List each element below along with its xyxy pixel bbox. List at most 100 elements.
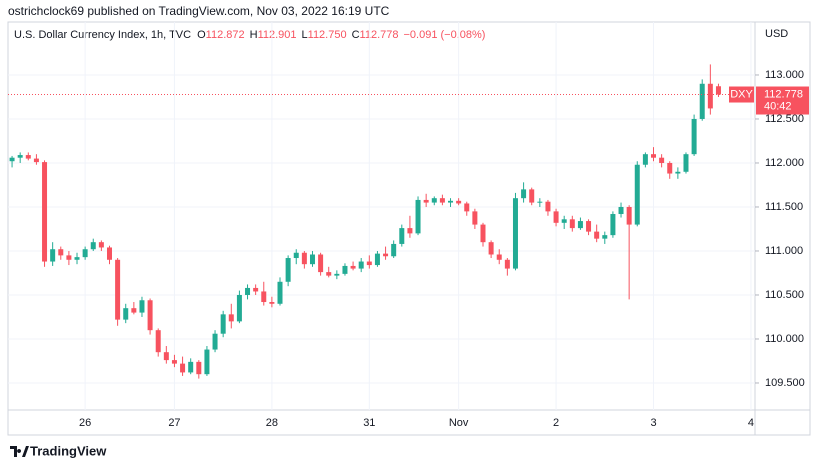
candle-body	[228, 314, 234, 322]
candle-body	[9, 157, 15, 162]
candle-body	[131, 308, 137, 313]
candle-body	[415, 199, 421, 234]
legend-close: 112.778	[360, 29, 399, 41]
candle-body	[66, 255, 72, 260]
candle-body	[472, 211, 478, 225]
candle-body	[269, 302, 275, 304]
candle-body	[74, 257, 80, 260]
candle-body	[374, 253, 380, 266]
candle-body	[180, 363, 186, 373]
candle-body	[139, 300, 145, 313]
candle-body	[204, 349, 210, 375]
candle-body	[350, 265, 356, 269]
y-tick-label: 110.500	[765, 289, 804, 301]
price-label: 112.778	[764, 88, 803, 100]
candle-body	[577, 221, 583, 229]
candle-body	[253, 287, 259, 292]
candle-body	[594, 231, 600, 239]
candle-body	[699, 83, 705, 119]
y-tick-label: 110.000	[765, 333, 804, 345]
candle-body	[431, 198, 437, 203]
x-tick-label: 26	[79, 417, 91, 429]
candle-body	[504, 259, 510, 269]
candle-body	[90, 242, 96, 250]
legend-name: U.S. Dollar Currency Index, 1h, TVC	[14, 29, 191, 41]
candle-body	[545, 201, 551, 212]
x-tick-label: 28	[266, 417, 278, 429]
legend-l: L	[302, 29, 308, 41]
legend-change: −0.091 (−0.08%)	[404, 29, 486, 41]
candle-body	[456, 200, 462, 204]
legend: U.S. Dollar Currency Index, 1h, TVC O112.…	[14, 29, 485, 41]
candle-body	[236, 294, 242, 322]
candle-body	[147, 300, 153, 331]
legend-low: 112.750	[308, 29, 347, 41]
x-tick-label: 31	[363, 417, 375, 429]
candle-body	[537, 201, 543, 203]
symbol-box	[729, 86, 754, 103]
candle-body	[33, 158, 39, 163]
y-tick-label: 111.500	[765, 201, 803, 213]
candle-body	[42, 162, 48, 262]
candle-body	[334, 273, 340, 276]
candle-body	[521, 189, 527, 199]
candle-body	[488, 242, 494, 255]
candle-body	[683, 154, 689, 172]
x-tick-label: 4	[748, 417, 754, 429]
candle-body	[366, 261, 372, 266]
countdown-label: 40:42	[764, 100, 792, 112]
candle-body	[496, 254, 502, 260]
candle-body	[691, 118, 697, 155]
candle-body	[399, 228, 405, 244]
candle-body	[586, 221, 592, 232]
candle-body	[561, 219, 567, 223]
candle-body	[480, 224, 486, 243]
candle-body	[318, 254, 324, 273]
candle-body	[123, 308, 129, 320]
candle-body	[707, 83, 713, 109]
candle-body	[326, 272, 332, 276]
x-tick-label: 27	[168, 417, 180, 429]
candle-body	[651, 154, 657, 158]
candle-body	[293, 252, 299, 259]
x-tick-label: 3	[650, 417, 656, 429]
candle-body	[407, 228, 413, 234]
candle-body	[17, 155, 23, 158]
candle-body	[675, 171, 681, 174]
legend-open: 112.872	[206, 29, 245, 41]
currency-label: USD	[765, 28, 788, 40]
candle-body	[220, 314, 226, 334]
candle-body	[50, 249, 56, 262]
price-box	[756, 86, 809, 115]
y-tick-label: 112.500	[765, 113, 804, 125]
y-tick-label: 111.000	[765, 245, 803, 257]
legend-h: H	[250, 29, 258, 41]
candle-body	[163, 352, 169, 361]
candle-body	[642, 154, 648, 165]
candle-body	[115, 259, 121, 320]
legend-high: 112.901	[258, 29, 297, 41]
candle-body	[342, 265, 348, 274]
candle-body	[82, 249, 88, 258]
candle-body	[602, 235, 608, 239]
candle-body	[58, 249, 64, 256]
candle-body	[261, 291, 267, 303]
candle-body	[553, 211, 559, 223]
candle-body	[98, 242, 104, 248]
x-tick-label: Nov	[449, 417, 469, 429]
candle-body	[25, 155, 31, 159]
candle-body	[634, 164, 640, 225]
candle-body	[196, 361, 202, 375]
candle-body	[358, 261, 364, 269]
y-tick-label: 112.000	[765, 157, 804, 169]
candle-body	[610, 214, 616, 236]
x-tick-label: 2	[553, 417, 559, 429]
y-tick-label: 109.500	[765, 377, 805, 389]
legend-c: C	[352, 29, 360, 41]
brand-logo	[10, 446, 29, 457]
legend-o: O	[197, 29, 206, 41]
candle-body	[448, 200, 454, 203]
candle-body	[529, 189, 535, 203]
candle-body	[155, 330, 161, 353]
